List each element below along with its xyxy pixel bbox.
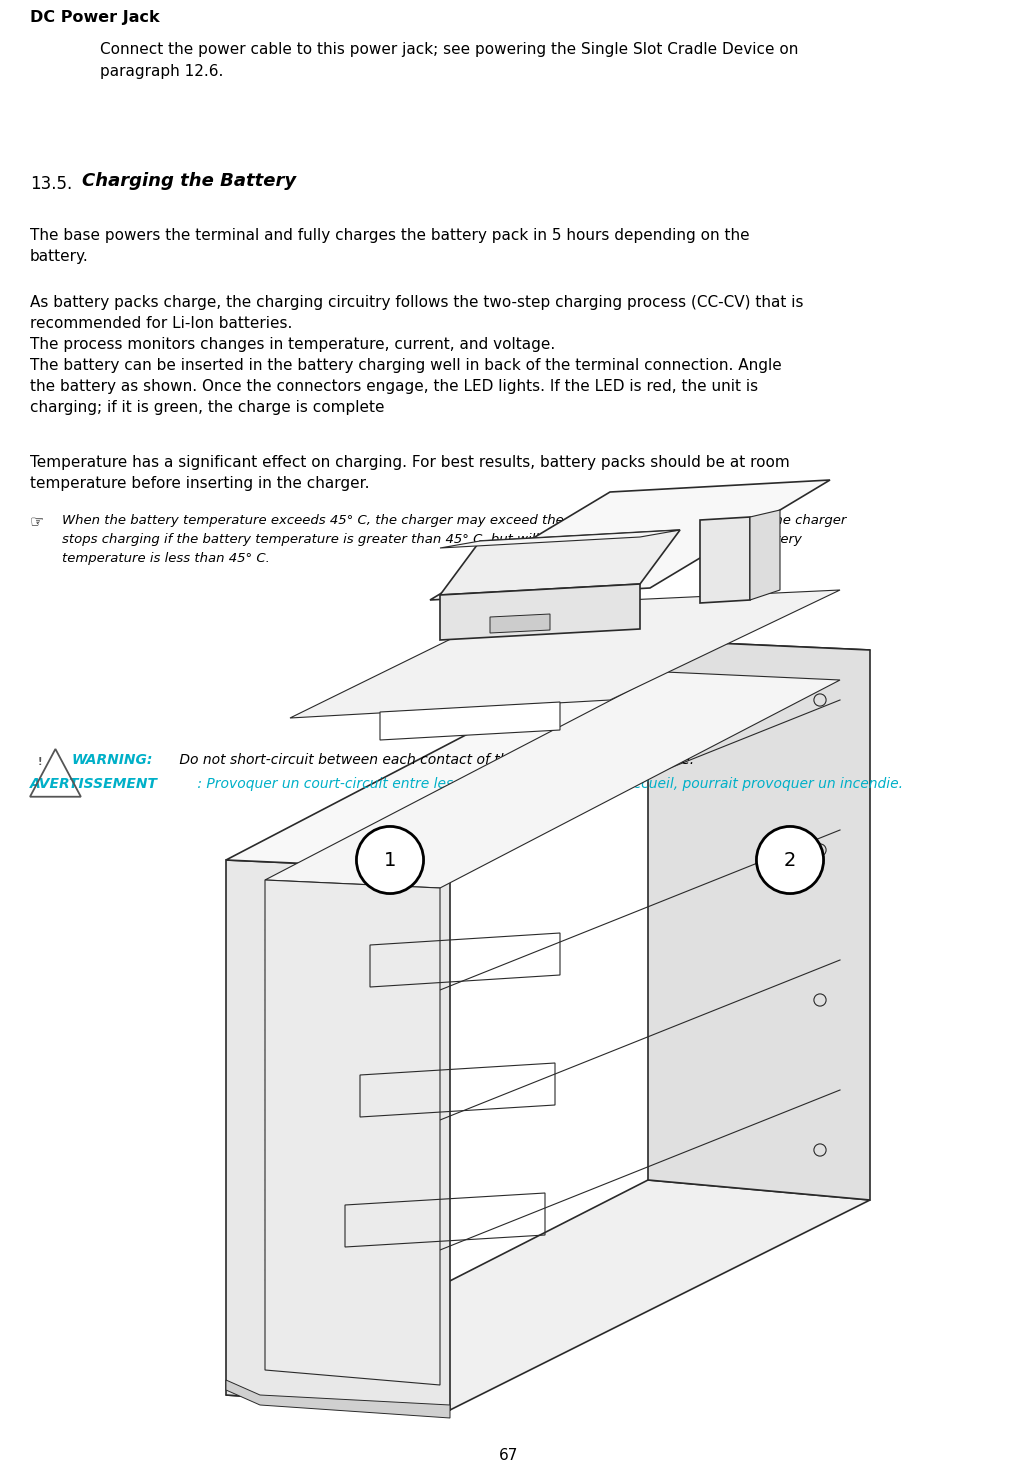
Text: 1: 1 — [383, 851, 397, 870]
Polygon shape — [648, 640, 870, 1200]
Text: DC Power Jack: DC Power Jack — [29, 10, 160, 25]
Polygon shape — [430, 480, 830, 599]
Text: 67: 67 — [498, 1447, 519, 1463]
Circle shape — [814, 1144, 826, 1156]
Text: WARNING:: WARNING: — [72, 754, 154, 767]
Text: Connect the power cable to this power jack; see powering the Single Slot Cradle : Connect the power cable to this power ja… — [100, 43, 798, 79]
Circle shape — [356, 827, 423, 893]
Polygon shape — [226, 1379, 450, 1418]
Text: Do not short-circuit between each contact of the cradle. It may cause fire.: Do not short-circuit between each contac… — [175, 754, 695, 767]
Polygon shape — [490, 614, 550, 633]
Text: The process monitors changes in temperature, current, and voltage.: The process monitors changes in temperat… — [29, 336, 555, 353]
Text: 2: 2 — [784, 851, 796, 870]
Polygon shape — [290, 591, 840, 718]
Circle shape — [814, 995, 826, 1006]
Polygon shape — [750, 510, 780, 599]
Text: !: ! — [38, 757, 43, 767]
Polygon shape — [440, 585, 640, 640]
Polygon shape — [440, 530, 680, 595]
Polygon shape — [380, 702, 560, 740]
Text: As battery packs charge, the charging circuitry follows the two-step charging pr: As battery packs charge, the charging ci… — [29, 295, 803, 331]
Text: : Provoquer un court-circuit entre les contacts de la station d’accueil, pourrai: : Provoquer un court-circuit entre les c… — [193, 777, 903, 790]
Circle shape — [814, 693, 826, 707]
Polygon shape — [226, 640, 870, 870]
Text: Charging the Battery: Charging the Battery — [82, 172, 296, 190]
Circle shape — [757, 827, 824, 893]
Text: The battery can be inserted in the battery charging well in back of the terminal: The battery can be inserted in the batte… — [29, 358, 782, 416]
Text: Temperature has a significant effect on charging. For best results, battery pack: Temperature has a significant effect on … — [29, 455, 790, 491]
Text: The base powers the terminal and fully charges the battery pack in 5 hours depen: The base powers the terminal and fully c… — [29, 228, 750, 264]
Circle shape — [814, 843, 826, 856]
Polygon shape — [440, 530, 680, 548]
Text: ☞: ☞ — [29, 514, 45, 529]
Polygon shape — [226, 859, 450, 1410]
Text: When the battery temperature exceeds 45° C, the charger may exceed the stated fi: When the battery temperature exceeds 45°… — [62, 514, 846, 566]
Text: AVERTISSEMENT: AVERTISSEMENT — [29, 777, 158, 790]
Text: 13.5.: 13.5. — [29, 175, 72, 192]
Polygon shape — [226, 1180, 870, 1410]
Polygon shape — [700, 517, 750, 602]
Polygon shape — [265, 880, 440, 1385]
Polygon shape — [265, 671, 840, 887]
